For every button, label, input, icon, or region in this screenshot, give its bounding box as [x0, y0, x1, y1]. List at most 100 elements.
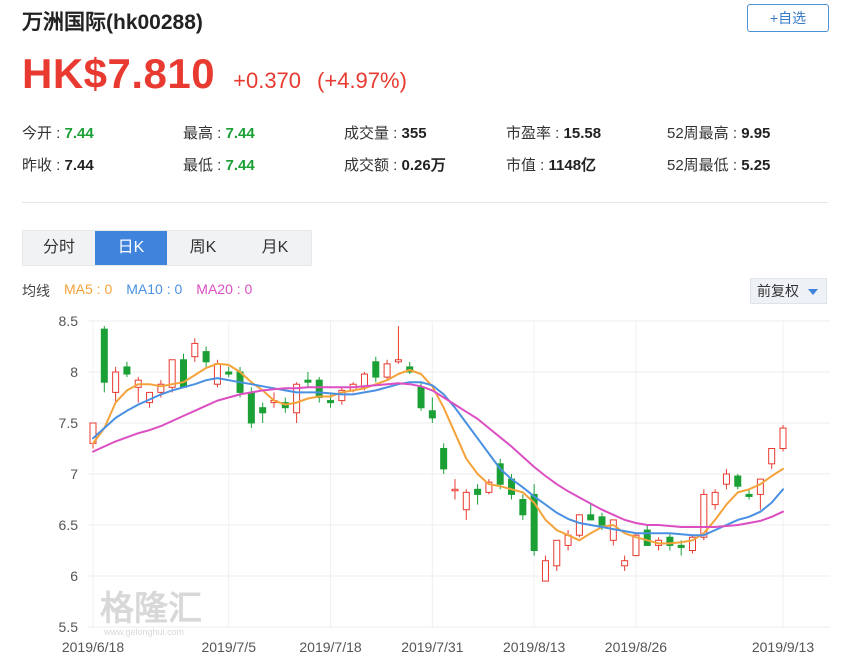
- y-axis: 8.5 8 7.5 7 6.5 6 5.5: [59, 313, 79, 635]
- candle-body: [168, 359, 176, 388]
- candle-body: [394, 359, 402, 363]
- candle-body: [428, 410, 436, 419]
- stat-value: 5.25: [741, 157, 771, 174]
- candle-body: [745, 493, 753, 497]
- candle: [406, 361, 414, 375]
- candle-body: [338, 389, 346, 402]
- candle-body: [768, 448, 776, 465]
- stat-label: 最低 :: [183, 157, 226, 174]
- y-tick-label: 5.5: [59, 619, 79, 635]
- add-to-watchlist-button[interactable]: +自选: [747, 4, 829, 32]
- tab-weekly-k[interactable]: 周K: [189, 239, 217, 256]
- candle-body: [123, 366, 131, 375]
- candle-body: [247, 391, 255, 424]
- candle-body: [157, 383, 165, 393]
- candle: [168, 359, 176, 393]
- tab-monthly-k[interactable]: 月K: [261, 239, 289, 256]
- ma20-line: [92, 382, 784, 528]
- candle-body: [553, 539, 561, 567]
- tab-intraday[interactable]: 分时: [42, 239, 75, 256]
- tab-daily-k[interactable]: 日K: [95, 231, 167, 265]
- stat-value: 7.44: [64, 157, 94, 174]
- stat-value: 1148亿: [548, 157, 597, 174]
- stats-grid: 今开 : 7.44 最高 : 7.44 成交量 : 355 市盈率 : 15.5…: [22, 116, 822, 180]
- stat-label: 最高 :: [183, 125, 226, 142]
- candle-body: [191, 342, 199, 358]
- ma20-legend: MA20 : 0: [196, 281, 253, 297]
- candle: [768, 448, 776, 469]
- stat-52w-high: 52周最高 : 9.95: [667, 122, 770, 143]
- stat-pe: 市盈率 : 15.58: [506, 122, 601, 143]
- stat-value: 15.58: [563, 125, 602, 142]
- kline-chart[interactable]: 格隆汇 www.gelonghui.com 8.5 8 7.5 7 6.5 6 5.5 20…: [0, 305, 862, 664]
- ma10-legend: MA10 : 0: [126, 281, 183, 297]
- candle-body: [722, 473, 730, 485]
- x-tick-label: 2019/7/18: [299, 639, 361, 655]
- ma-legend-label: 均线: [22, 283, 50, 299]
- candle: [451, 479, 459, 500]
- candle-body: [372, 361, 380, 378]
- candle-body: [496, 463, 504, 485]
- candle: [485, 479, 493, 495]
- candle-body: [474, 488, 482, 495]
- candle: [304, 372, 312, 388]
- x-tick-label: 2019/7/5: [201, 639, 256, 655]
- candle: [553, 539, 561, 571]
- candle: [779, 425, 787, 452]
- stat-label: 市盈率 :: [506, 125, 564, 142]
- candle-body: [112, 371, 120, 393]
- stat-value: 355: [401, 125, 427, 142]
- candle: [745, 489, 753, 500]
- caret-down-icon: [808, 289, 818, 295]
- candle: [722, 468, 730, 490]
- candle: [100, 326, 108, 393]
- y-tick-label: 7: [70, 466, 78, 482]
- current-price: HK$7.810: [22, 50, 216, 97]
- candle-body: [587, 514, 595, 521]
- candle-body: [700, 493, 708, 538]
- stat-prev-close: 昨收 : 7.44: [22, 154, 94, 175]
- candle-body: [485, 481, 493, 493]
- candle-body: [440, 448, 448, 470]
- candle-body: [259, 407, 267, 414]
- candle-body: [677, 544, 685, 548]
- x-tick-label: 2019/8/26: [605, 639, 667, 655]
- candle: [474, 484, 482, 505]
- stat-turnover: 成交额 : 0.26万: [344, 154, 446, 175]
- candle: [372, 356, 380, 383]
- ma5-line: [92, 362, 784, 545]
- candle: [225, 366, 233, 378]
- candle: [575, 514, 583, 538]
- x-tick-label: 2019/6/18: [62, 639, 124, 655]
- ma10-line: [92, 377, 784, 537]
- candle: [643, 525, 651, 546]
- stat-label: 市值 :: [506, 157, 549, 174]
- stat-label: 52周最高 :: [667, 125, 742, 142]
- stat-value: 7.44: [225, 157, 255, 174]
- stats-row-2: 昨收 : 7.44 最低 : 7.44 成交额 : 0.26万 市值 : 114…: [22, 148, 822, 180]
- ma5-legend: MA5 : 0: [64, 281, 113, 297]
- stat-label: 成交额 :: [344, 157, 402, 174]
- candle-body: [315, 379, 323, 399]
- candle-body: [598, 516, 606, 526]
- candle-body: [711, 491, 719, 506]
- watermark-brand: 格隆汇: [100, 590, 202, 628]
- candle-body: [462, 491, 470, 511]
- candle: [123, 361, 131, 378]
- watermark: 格隆汇 www.gelonghui.com: [100, 590, 202, 637]
- candle-body: [541, 560, 549, 582]
- candle: [689, 535, 697, 554]
- stock-title: 万洲国际(hk00288): [22, 11, 203, 34]
- candle: [462, 489, 470, 520]
- candle-body: [383, 363, 391, 378]
- y-tick-label: 7.5: [59, 415, 79, 431]
- candle: [496, 458, 504, 490]
- stat-value: 9.95: [741, 125, 771, 142]
- candle: [191, 338, 199, 362]
- candle-body: [779, 427, 787, 449]
- x-tick-label: 2019/8/13: [503, 639, 565, 655]
- candle: [541, 555, 549, 582]
- price-adjust-label: 前复权: [757, 283, 799, 299]
- candle-body: [734, 475, 742, 487]
- price-adjust-dropdown[interactable]: 前复权: [750, 278, 827, 304]
